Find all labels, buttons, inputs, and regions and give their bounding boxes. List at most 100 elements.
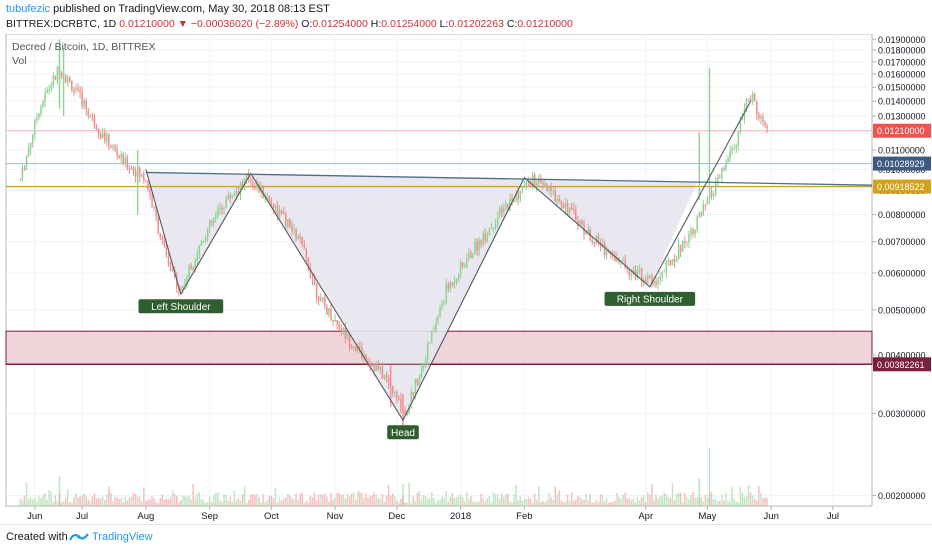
price-tag-blue: 0.01028929 xyxy=(873,156,931,171)
candle-body xyxy=(99,134,102,139)
volume-bar xyxy=(336,492,338,506)
candle-body xyxy=(254,187,256,189)
volume-bar xyxy=(597,501,600,506)
candle-body xyxy=(285,214,287,226)
candle-body xyxy=(503,207,505,212)
volume-bars xyxy=(19,448,768,506)
candle-body xyxy=(346,333,349,339)
volume-bar xyxy=(426,498,429,506)
volume-bar xyxy=(194,496,196,506)
volume-bar xyxy=(688,499,690,506)
candle-body xyxy=(295,229,297,240)
candle-body xyxy=(486,235,489,242)
candle-body xyxy=(694,229,696,234)
volume-bar xyxy=(758,485,760,506)
volume-bar xyxy=(243,485,246,506)
volume-bar xyxy=(521,500,524,506)
x-tick-label: Apr xyxy=(638,511,653,522)
x-tick-label: Oct xyxy=(264,511,279,522)
volume-bar xyxy=(449,496,452,506)
candle-body xyxy=(110,146,112,148)
volume-bar xyxy=(595,499,598,506)
volume-bar xyxy=(307,502,310,506)
volume-bar xyxy=(182,495,184,506)
volume-bar xyxy=(554,486,556,506)
candle-body xyxy=(128,168,131,170)
candle-body xyxy=(116,149,118,156)
candle-body xyxy=(324,298,326,307)
volume-bar xyxy=(215,493,217,506)
candle-body xyxy=(533,174,536,186)
x-tick-label: Nov xyxy=(327,511,344,522)
chart-area[interactable]: Left Shoulder Head Right Shoulder 0.019000… xyxy=(0,33,932,524)
volume-bar xyxy=(398,502,400,506)
volume-bar xyxy=(749,492,752,506)
volume-bar xyxy=(527,496,530,506)
volume-bar xyxy=(266,499,268,506)
candle-body xyxy=(696,216,698,230)
candle-body xyxy=(603,243,606,256)
volume-bar xyxy=(394,496,396,506)
x-tick-label: Jun xyxy=(764,511,779,522)
volume-spike xyxy=(698,478,700,506)
candle-body xyxy=(338,324,340,329)
volume-bar xyxy=(513,494,515,506)
tradingview-brand-link[interactable]: TradingView xyxy=(92,531,153,543)
volume-bar xyxy=(167,499,170,506)
candle-body xyxy=(665,260,668,272)
candle-body xyxy=(737,131,740,146)
candle-body xyxy=(52,75,55,86)
volume-bar xyxy=(338,493,340,506)
price-chart[interactable]: Left Shoulder Head Right Shoulder 0.019000… xyxy=(0,33,932,524)
author-link[interactable]: tubufezic xyxy=(6,3,51,15)
candle-body xyxy=(673,259,676,262)
volume-bar xyxy=(371,495,373,506)
y-tick-label: 0.01400000 xyxy=(878,97,926,107)
candle-body xyxy=(359,345,361,349)
volume-bar xyxy=(258,497,260,506)
candle-body xyxy=(293,229,295,231)
candle-body xyxy=(716,177,719,182)
candle-body xyxy=(496,217,499,225)
volume-bar xyxy=(482,498,484,506)
candle-body xyxy=(426,343,429,361)
volume-bar xyxy=(679,492,682,506)
volume-bar xyxy=(31,499,34,506)
candle-body xyxy=(688,234,690,243)
volume-bar xyxy=(756,500,758,506)
price-change: −0.00036020 (−2.89%) xyxy=(190,18,299,30)
candle-body xyxy=(610,252,612,256)
candle-body xyxy=(145,180,147,182)
volume-bar xyxy=(71,502,73,506)
candle-body xyxy=(558,199,561,202)
volume-bar xyxy=(519,496,522,506)
pattern-label-text: Right Shoulder xyxy=(617,294,684,305)
candle-body xyxy=(400,398,402,411)
close-value: 0.01210000 xyxy=(517,18,573,30)
volume-bar xyxy=(171,490,174,506)
x-axis[interactable]: Jun Jul Aug Sep Oct Nov Dec 2018 Feb Apr May Jun Jul xyxy=(27,506,839,522)
candle-body xyxy=(260,185,262,193)
candle-body xyxy=(103,132,106,141)
volume-bar xyxy=(52,501,55,506)
candle-body xyxy=(219,208,221,210)
x-tick-label: Dec xyxy=(388,511,405,522)
volume-bar xyxy=(630,499,633,506)
high-value: 0.01254000 xyxy=(381,18,437,30)
volume-bar xyxy=(188,495,190,506)
candle-body xyxy=(766,126,768,129)
volume-bar xyxy=(245,502,248,506)
volume-bar xyxy=(517,500,519,506)
volume-bar xyxy=(626,498,628,506)
volume-bar xyxy=(324,493,326,506)
volume-bar xyxy=(198,492,201,506)
candle-body xyxy=(280,210,283,213)
volume-bar xyxy=(406,502,408,506)
volume-bar xyxy=(443,498,445,506)
volume-bar xyxy=(352,492,355,506)
volume-bar xyxy=(540,501,542,506)
candle-body xyxy=(245,174,248,180)
volume-bar xyxy=(577,495,579,506)
volume-bar xyxy=(206,502,209,506)
